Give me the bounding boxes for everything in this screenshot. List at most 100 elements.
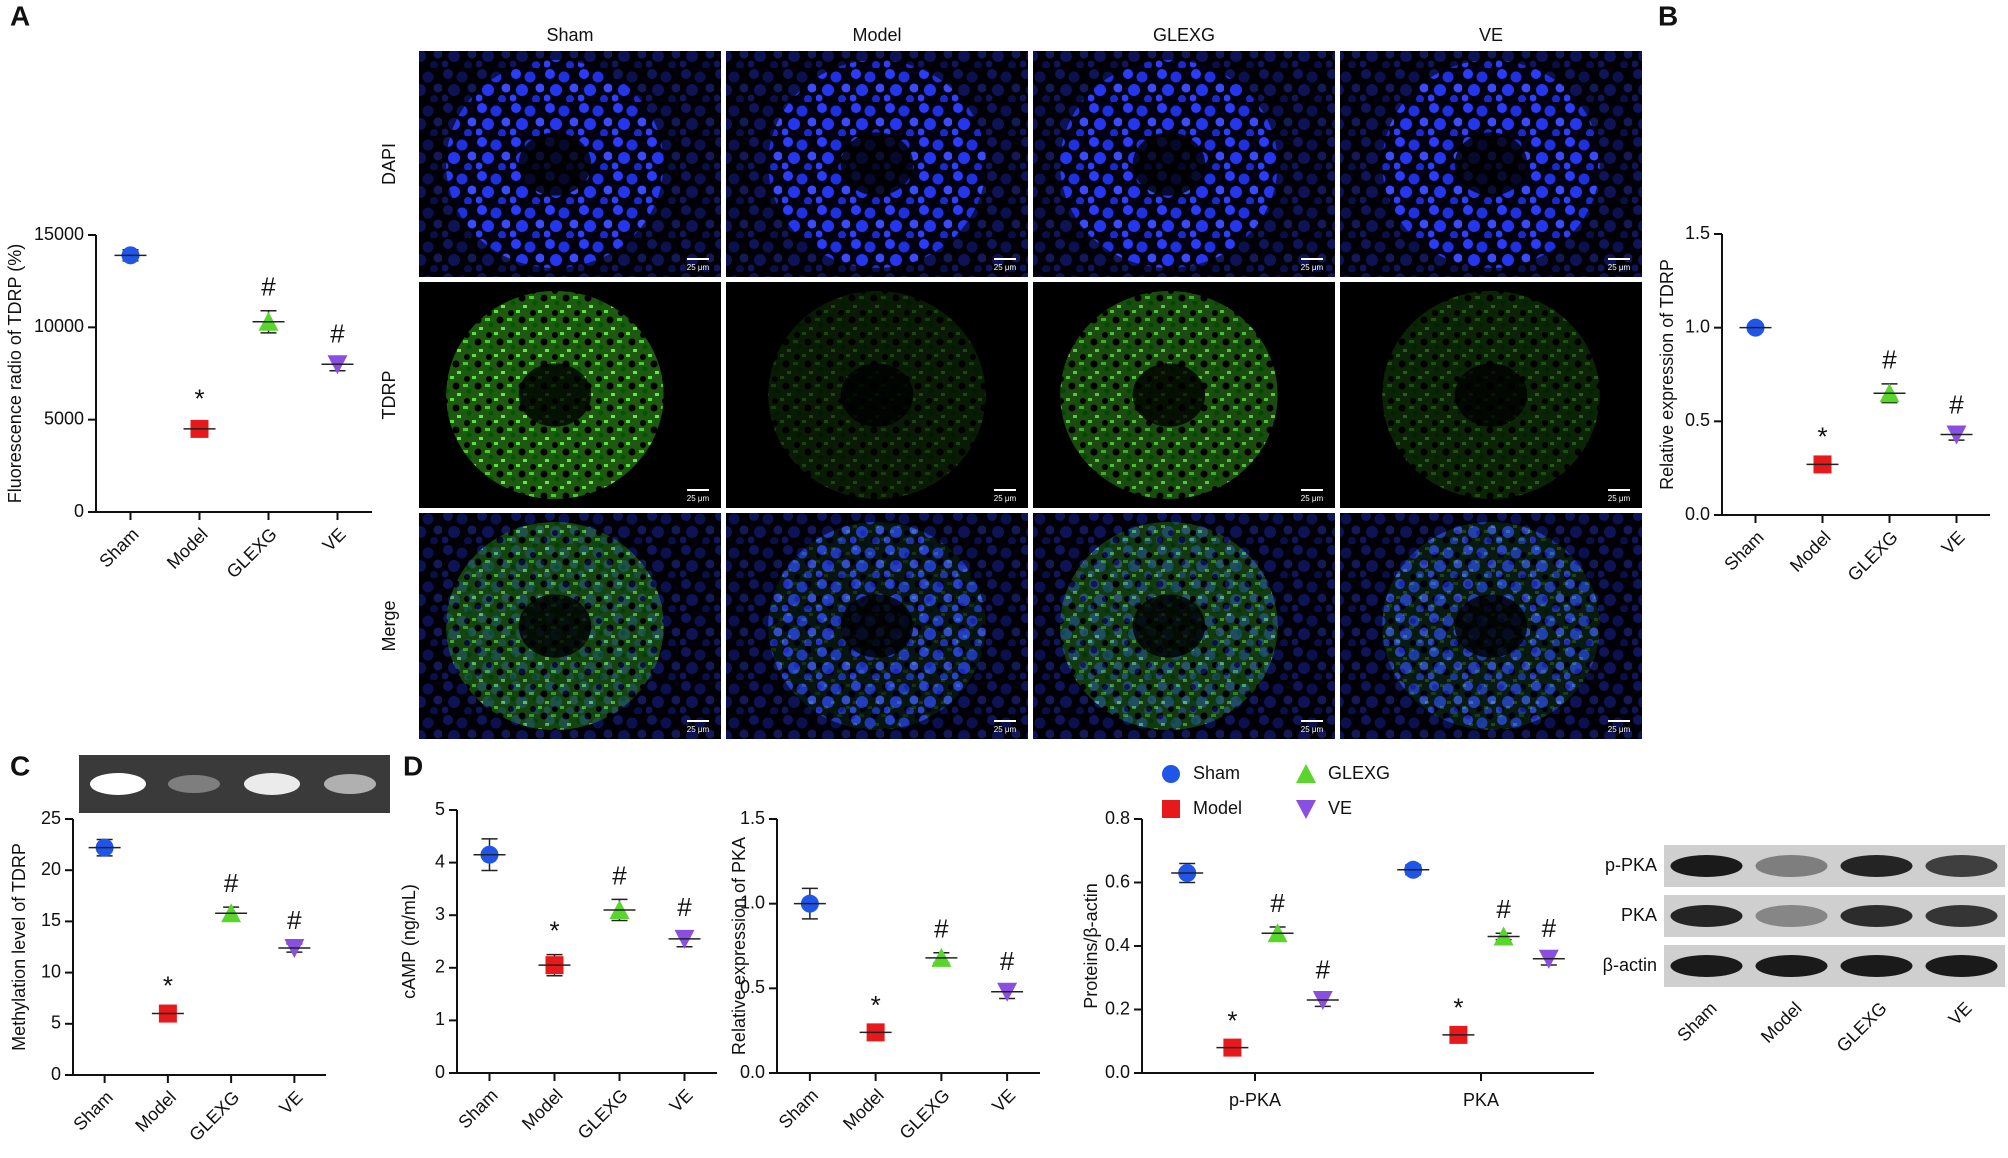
annotation: #	[934, 914, 949, 944]
panel-label: A	[10, 0, 30, 31]
annotation: #	[287, 905, 302, 935]
annotation: *	[194, 383, 204, 413]
tubule-lumen	[1132, 363, 1206, 427]
y-axis-label: Fluorescence radio of TDRP (%)	[5, 244, 25, 503]
y-axis-label: cAMP (ng/mL)	[399, 884, 419, 999]
annotation: #	[1542, 913, 1557, 943]
legend-marker	[1296, 800, 1316, 819]
x-tick-label: GLEXG	[896, 1085, 954, 1143]
x-tick-label: VE	[1938, 527, 1969, 558]
annotation: #	[224, 868, 239, 898]
tubule-lumen	[1454, 594, 1528, 658]
tubule-lumen	[518, 132, 592, 196]
y-tick-label: 5	[51, 1013, 61, 1033]
x-tick-label: Sham	[454, 1085, 501, 1132]
legend-marker	[1162, 765, 1180, 783]
x-tick-label: GLEXG	[185, 1087, 243, 1145]
blot-band	[1840, 905, 1913, 927]
blot-lane-label: GLEXG	[1833, 998, 1891, 1056]
x-tick-label: Sham	[95, 524, 142, 571]
tubule-lumen	[840, 132, 914, 196]
column-title: Sham	[546, 25, 593, 45]
y-tick-label: 5	[435, 799, 445, 819]
y-tick-label: 0.2	[1105, 998, 1130, 1018]
blot-band	[1840, 955, 1913, 977]
scale-bar-label: 25 μm	[994, 263, 1017, 272]
annotation: #	[1270, 888, 1285, 918]
y-tick-label: 2	[435, 957, 445, 977]
y-tick-label: 15000	[34, 224, 84, 244]
gel-band	[90, 773, 146, 795]
annotation: #	[1316, 955, 1331, 985]
x-tick-label: Model	[163, 524, 212, 573]
y-tick-label: 4	[435, 851, 445, 871]
annotation: *	[1227, 1005, 1237, 1035]
blot-band	[1670, 855, 1743, 877]
x-tick-label: Sham	[775, 1085, 822, 1132]
y-tick-label: 0.4	[1105, 935, 1130, 955]
x-tick-label: VE	[275, 1087, 306, 1118]
microscopy-grid: Sham DAPI 25 μm TDRP 25 μm Merge 25 μm Model 25 …	[379, 25, 1642, 739]
annotation: #	[330, 319, 345, 349]
blot-row-label: β-actin	[1603, 955, 1657, 975]
x-tick-label: p-PKA	[1229, 1090, 1281, 1110]
blot-band	[1840, 855, 1913, 877]
row-label: Merge	[379, 600, 399, 651]
y-axis-label: Relative expression of PKA	[729, 837, 749, 1055]
blot-band	[1925, 955, 1998, 977]
panel-label: C	[10, 750, 30, 781]
y-tick-label: 0.0	[1685, 504, 1710, 524]
panel-label: D	[403, 750, 423, 781]
scale-bar-label: 25 μm	[1301, 263, 1324, 272]
y-tick-label: 0.6	[1105, 871, 1130, 891]
annotation: *	[163, 970, 173, 1000]
blot-lane-label: Sham	[1673, 998, 1720, 1045]
annotation: #	[677, 892, 692, 922]
x-tick-label: GLEXG	[223, 524, 281, 582]
scale-bar-label: 25 μm	[687, 494, 710, 503]
x-tick-label: Model	[839, 1085, 888, 1134]
scale-bar-label: 25 μm	[687, 263, 710, 272]
column-title: GLEXG	[1153, 25, 1215, 45]
x-tick-label: GLEXG	[1844, 527, 1902, 585]
blot-band	[1925, 855, 1998, 877]
annotation: #	[1496, 894, 1511, 924]
legend-marker	[1296, 764, 1316, 783]
y-tick-label: 3	[435, 904, 445, 924]
y-tick-label: 0	[74, 501, 84, 521]
tubule-lumen	[518, 363, 592, 427]
scale-bar-label: 25 μm	[1608, 725, 1631, 734]
column-title: Model	[852, 25, 901, 45]
annotation: #	[261, 272, 276, 302]
y-tick-label: 1.5	[1685, 223, 1710, 243]
row-label: TDRP	[379, 371, 399, 420]
x-tick-label: Model	[131, 1087, 180, 1136]
x-tick-label: Model	[518, 1085, 567, 1134]
column-title: VE	[1479, 25, 1503, 45]
legend-label: Sham	[1193, 763, 1240, 783]
legend-label: VE	[1328, 798, 1352, 818]
blot-band	[1925, 905, 1998, 927]
y-tick-label: 0.0	[740, 1062, 765, 1082]
x-tick-label: VE	[319, 524, 350, 555]
blot-band	[1670, 905, 1743, 927]
tubule-lumen	[840, 594, 914, 658]
annotation: #	[1000, 946, 1015, 976]
y-tick-label: 0.8	[1105, 808, 1130, 828]
scale-bar-label: 25 μm	[1301, 725, 1324, 734]
y-axis-label: Methylation level of TDRP	[9, 843, 29, 1051]
y-tick-label: 1	[435, 1009, 445, 1029]
tubule-lumen	[1454, 363, 1528, 427]
tubule-lumen	[1132, 594, 1206, 658]
y-tick-label: 1.0	[1685, 316, 1710, 336]
scale-bar-label: 25 μm	[1608, 263, 1631, 272]
gel-band	[324, 774, 376, 794]
annotation: *	[1817, 422, 1827, 452]
western-blot: p-PKA PKA β-actin Sham Model GLEXG VE	[1603, 845, 2005, 1056]
legend-marker	[1162, 800, 1180, 818]
tubule-lumen	[1454, 132, 1528, 196]
annotation: #	[1882, 345, 1897, 375]
tubule-lumen	[1132, 132, 1206, 196]
gel-band	[168, 775, 220, 793]
legend-label: GLEXG	[1328, 763, 1390, 783]
